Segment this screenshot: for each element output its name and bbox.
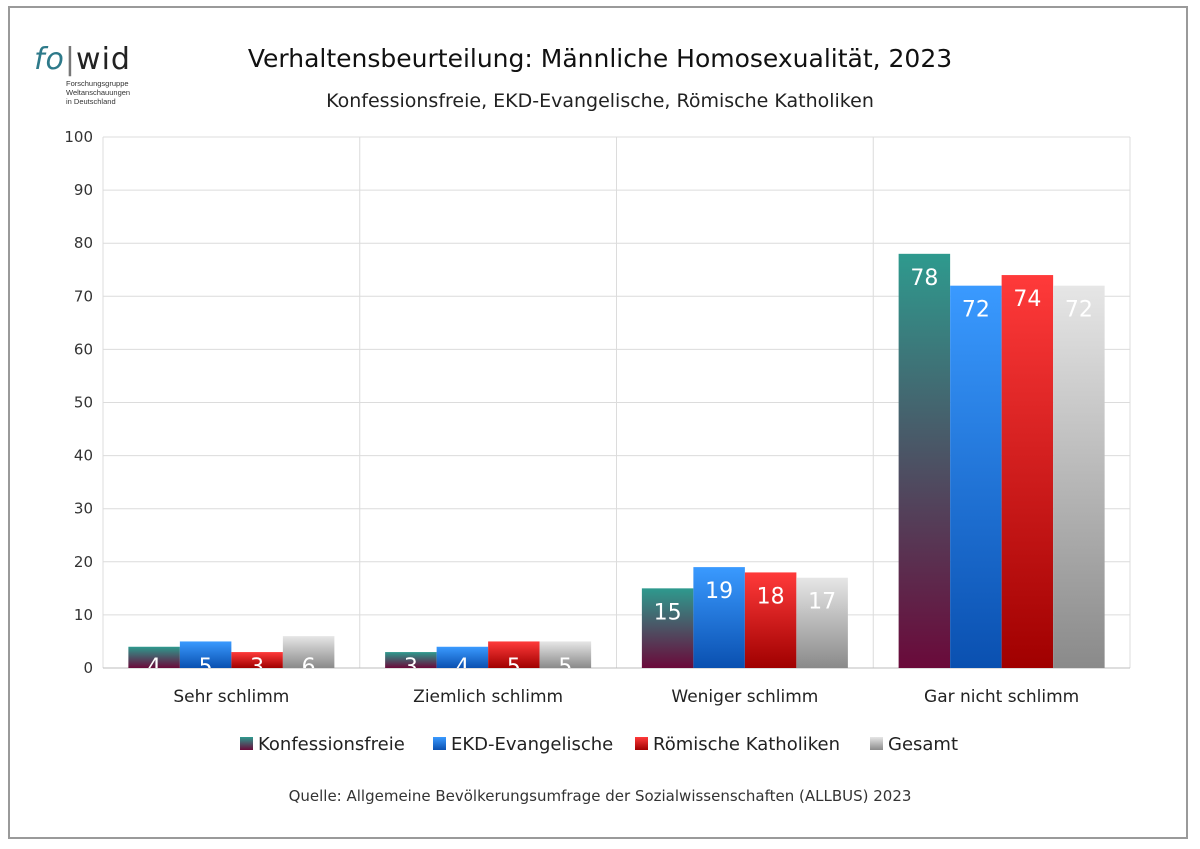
legend-label: Konfessionsfreie: [258, 734, 405, 755]
x-tick-label: Weniger schlimm: [671, 687, 818, 707]
bar: [1053, 285, 1105, 668]
bar: [385, 652, 437, 668]
bar: [796, 577, 848, 668]
data-label: 78: [910, 266, 938, 291]
bar: [744, 572, 797, 668]
data-label: 5: [199, 655, 213, 680]
legend-label: Gesamt: [888, 734, 958, 755]
y-tick-label: 90: [74, 181, 93, 199]
logo-wordmark: fo|wid: [34, 42, 131, 77]
data-label: 74: [1013, 287, 1041, 312]
y-tick-label: 0: [83, 659, 93, 677]
bar: [179, 641, 232, 668]
chart-subtitle: Konfessionsfreie, EKD-Evangelische, Römi…: [326, 90, 874, 112]
data-label: 72: [1065, 298, 1093, 323]
data-label: 19: [705, 579, 733, 604]
legend-label: EKD-Evangelische: [451, 734, 613, 755]
data-label: 6: [302, 655, 316, 680]
chart-title: Verhaltensbeurteilung: Männliche Homosex…: [247, 44, 953, 73]
y-tick-label: 60: [74, 340, 93, 358]
bar: [436, 646, 489, 668]
x-tick-label: Sehr schlimm: [173, 687, 289, 707]
legend-swatch: [433, 737, 446, 750]
bar: [641, 588, 694, 668]
y-tick-label: 20: [74, 553, 93, 571]
legend-swatch: [240, 737, 253, 750]
y-tick-label: 10: [74, 606, 93, 624]
data-label: 3: [404, 655, 418, 680]
data-label: 4: [455, 655, 469, 680]
x-tick-label: Ziemlich schlimm: [413, 687, 563, 707]
y-tick-label: 70: [74, 287, 93, 305]
data-label: 3: [250, 655, 264, 680]
legend-swatch: [870, 737, 883, 750]
legend-swatch: [635, 737, 648, 750]
data-label: 5: [558, 655, 572, 680]
source-note: Quelle: Allgemeine Bevölkerungsumfrage d…: [288, 787, 912, 805]
data-label: 18: [757, 584, 785, 609]
y-tick-label: 30: [74, 500, 93, 518]
legend-label: Römische Katholiken: [653, 734, 840, 755]
data-label: 5: [507, 655, 521, 680]
y-tick-label: 40: [74, 447, 93, 465]
bar: [128, 646, 180, 668]
bar: [1001, 275, 1054, 668]
bar: [282, 636, 335, 668]
bar: [231, 652, 283, 668]
data-label: 4: [147, 655, 161, 680]
bar: [539, 641, 592, 668]
y-tick-label: 50: [74, 394, 93, 412]
logo-subtitle: Forschungsgruppe Weltanschauungen in Deu…: [66, 79, 131, 106]
bar: [693, 567, 745, 668]
fowid-logo: fo|wid Forschungsgruppe Weltanschauungen…: [34, 44, 164, 114]
bar: [898, 253, 951, 668]
bar: [488, 641, 540, 668]
x-tick-label: Gar nicht schlimm: [924, 687, 1079, 707]
y-tick-label: 100: [64, 128, 93, 146]
data-label: 17: [808, 590, 836, 615]
data-label: 72: [962, 298, 990, 323]
bar: [950, 285, 1002, 668]
y-tick-label: 80: [74, 234, 93, 252]
data-label: 15: [654, 600, 682, 625]
